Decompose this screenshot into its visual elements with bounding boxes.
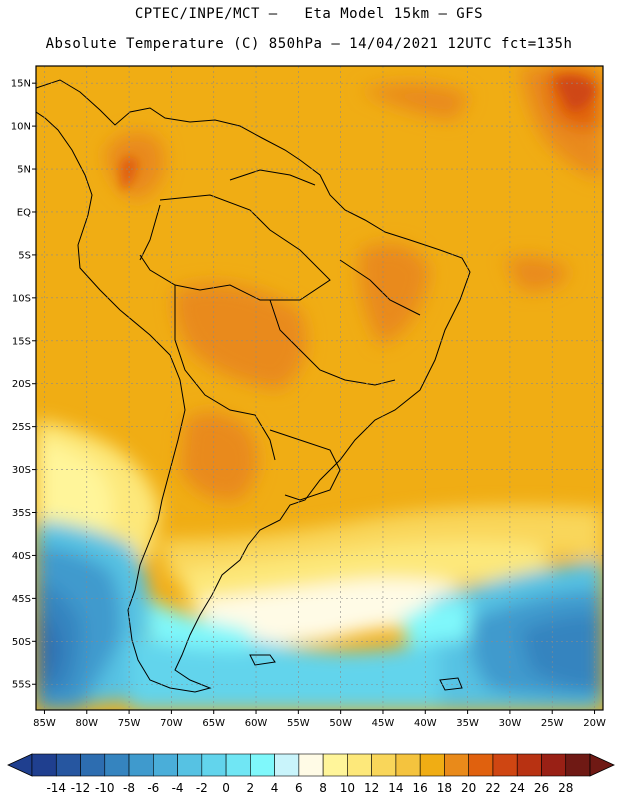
colorbar-swatch: [395, 753, 421, 777]
colorbar-label: 2: [247, 781, 255, 795]
colorbar-swatch: [274, 753, 300, 777]
latitude-labels: 15N 10N 5N EQ 5S 10S 15S 20S 25S 30S 35S 40S 45S 50S 5…: [11, 79, 36, 691]
colorbar-label: -2: [196, 781, 208, 795]
colorbar-label: -4: [172, 781, 184, 795]
colorbar-label: 26: [534, 781, 549, 795]
colorbar-label: -12: [71, 781, 91, 795]
longitude-label: 55W: [287, 718, 310, 729]
colorbar-swatch: [492, 753, 518, 777]
colorbar-arrow-high: [589, 753, 615, 777]
colorbar-swatch: [201, 753, 227, 777]
longitude-label: 65W: [202, 718, 225, 729]
longitude-label: 75W: [118, 718, 141, 729]
longitude-label: 60W: [245, 718, 268, 729]
colorbar-swatch: [153, 753, 178, 777]
longitude-label: 85W: [33, 718, 56, 729]
colorbar-swatch: [347, 753, 372, 777]
colorbar-swatch: [80, 753, 106, 777]
latitude-label: EQ: [17, 207, 31, 218]
latitude-label: 45S: [12, 594, 31, 605]
longitude-label: 35W: [456, 718, 479, 729]
colorbar-arrow-low: [7, 753, 33, 777]
colorbar-swatch: [298, 753, 324, 777]
latitude-label: 50S: [12, 637, 31, 648]
colorbar-label: -14: [46, 781, 66, 795]
colorbar-swatch: [104, 753, 130, 777]
latitude-label: 40S: [12, 551, 31, 562]
color-scale-bar: -14 -12 -10 -8 -6 -4 -2 0 2 4 6 8 10 12 14 16 18 20 22 24 26…: [7, 753, 615, 795]
colorbar-swatch: [55, 753, 81, 777]
colorbar-swatch: [177, 753, 203, 777]
latitude-label: 15N: [11, 79, 31, 90]
colorbar-swatch: [444, 753, 469, 777]
colorbar-swatch: [128, 753, 154, 777]
temperature-field: [36, 66, 603, 710]
latitude-label: 30S: [12, 465, 31, 476]
longitude-label: 70W: [160, 718, 183, 729]
colorbar-label: 28: [558, 781, 573, 795]
colorbar-swatch: [31, 753, 57, 777]
colorbar-label: 6: [295, 781, 303, 795]
colorbar-swatch: [225, 753, 251, 777]
latitude-label: 20S: [12, 379, 31, 390]
map-title-line1: CPTEC/INPE/MCT – Eta Model 15km – GFS: [134, 6, 484, 22]
colorbar-label: -8: [123, 781, 135, 795]
coastline: [36, 79, 471, 693]
latitude-label: 25S: [12, 422, 31, 433]
colorbar-label: 14: [388, 781, 403, 795]
map-frame: [35, 65, 604, 711]
colorbar-swatch: [322, 753, 348, 777]
colorbar-label: 16: [413, 781, 428, 795]
colorbar-swatch: [250, 753, 275, 777]
latitude-label: 55S: [12, 680, 31, 691]
colorbar-swatch: [468, 753, 494, 777]
latitude-label: 15S: [12, 336, 31, 347]
latitude-label: 5S: [18, 250, 31, 261]
colorbar-label: 22: [485, 781, 500, 795]
colorbar-label: 8: [319, 781, 327, 795]
longitude-label: 50W: [329, 718, 352, 729]
colorbar-label: 12: [364, 781, 379, 795]
colorbar-swatch: [541, 753, 567, 777]
map-title-line2: Absolute Temperature (C) 850hPa – 14/04/…: [45, 36, 573, 52]
longitude-label: 30W: [499, 718, 522, 729]
longitude-labels: 85W 80W 75W 70W 65W 60W 55W 50W 45W 40W 35W 30W 25W 2…: [33, 710, 606, 729]
colorbar-label: 20: [461, 781, 476, 795]
colorbar-label: 18: [437, 781, 452, 795]
colorbar-label: -10: [95, 781, 115, 795]
colorbar-swatch: [371, 753, 397, 777]
colorbar-label: 24: [510, 781, 525, 795]
colorbar-swatch: [516, 753, 542, 777]
latitude-label: 10N: [11, 122, 31, 133]
colorbar-label: -6: [147, 781, 159, 795]
grid-lines: [36, 66, 603, 710]
colorbar-label: 4: [271, 781, 279, 795]
longitude-label: 20W: [583, 718, 606, 729]
longitude-label: 25W: [541, 718, 564, 729]
latitude-label: 35S: [12, 508, 31, 519]
longitude-label: 80W: [75, 718, 98, 729]
latitude-label: 10S: [12, 293, 31, 304]
longitude-label: 45W: [372, 718, 395, 729]
longitude-label: 40W: [414, 718, 437, 729]
latitude-label: 5N: [17, 165, 31, 176]
colorbar-label: 0: [222, 781, 230, 795]
colorbar-label: 10: [340, 781, 355, 795]
colorbar-swatch: [419, 753, 445, 777]
colorbar-swatch: [565, 753, 591, 777]
